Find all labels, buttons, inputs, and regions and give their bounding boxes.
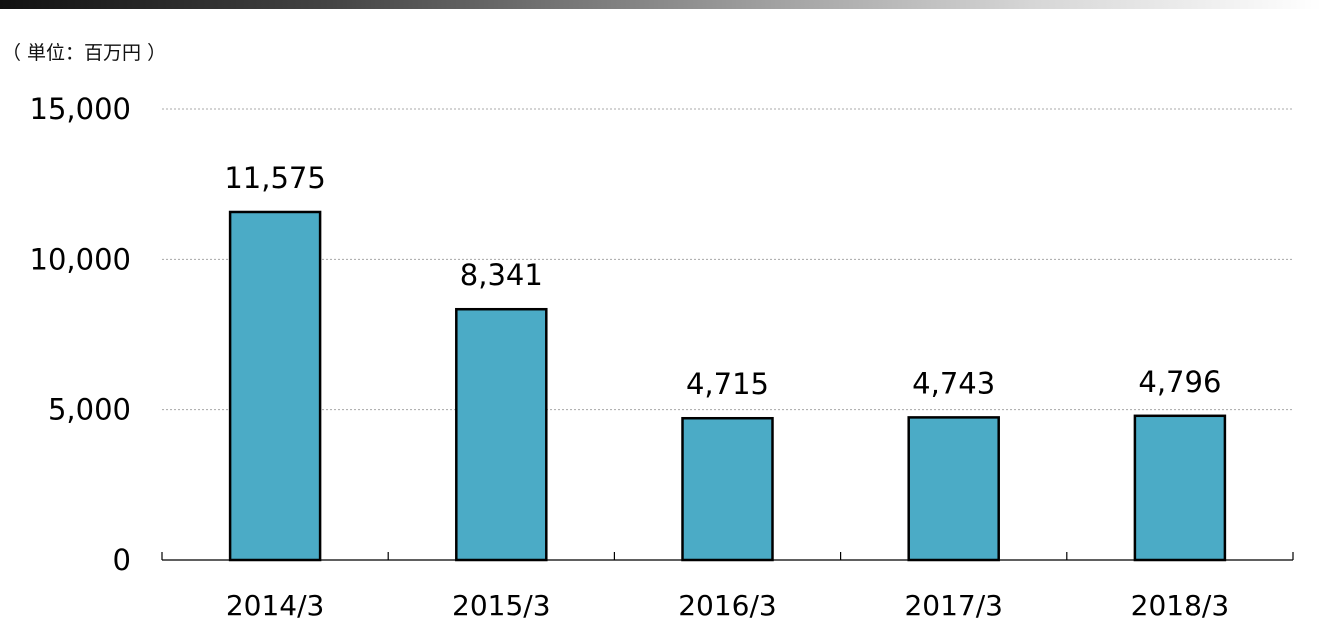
x-tick-label: 2014/3: [226, 589, 325, 622]
data-label: 8,341: [460, 258, 543, 292]
bar: [455, 307, 548, 562]
header-gradient-bar: [0, 0, 1322, 9]
y-tick-label: 5,000: [48, 393, 131, 427]
y-tick-label: 10,000: [30, 242, 131, 276]
data-label: 4,715: [686, 367, 769, 401]
bar: [681, 416, 774, 562]
data-label: 4,743: [912, 366, 995, 400]
bar: [228, 210, 322, 562]
x-tick-label: 2015/3: [452, 589, 551, 622]
data-label: 11,575: [224, 161, 325, 195]
bar: [1133, 414, 1227, 562]
unit-label: （ 単位：百万円 ）: [2, 42, 167, 64]
bar: [907, 416, 1000, 562]
data-label: 4,796: [1138, 365, 1221, 399]
x-tick-label: 2018/3: [1131, 589, 1230, 622]
y-tick-label: 0: [113, 543, 131, 577]
x-tick-label: 2017/3: [904, 589, 1003, 622]
y-tick-label: 15,000: [30, 92, 131, 126]
x-tick-label: 2016/3: [678, 589, 777, 622]
